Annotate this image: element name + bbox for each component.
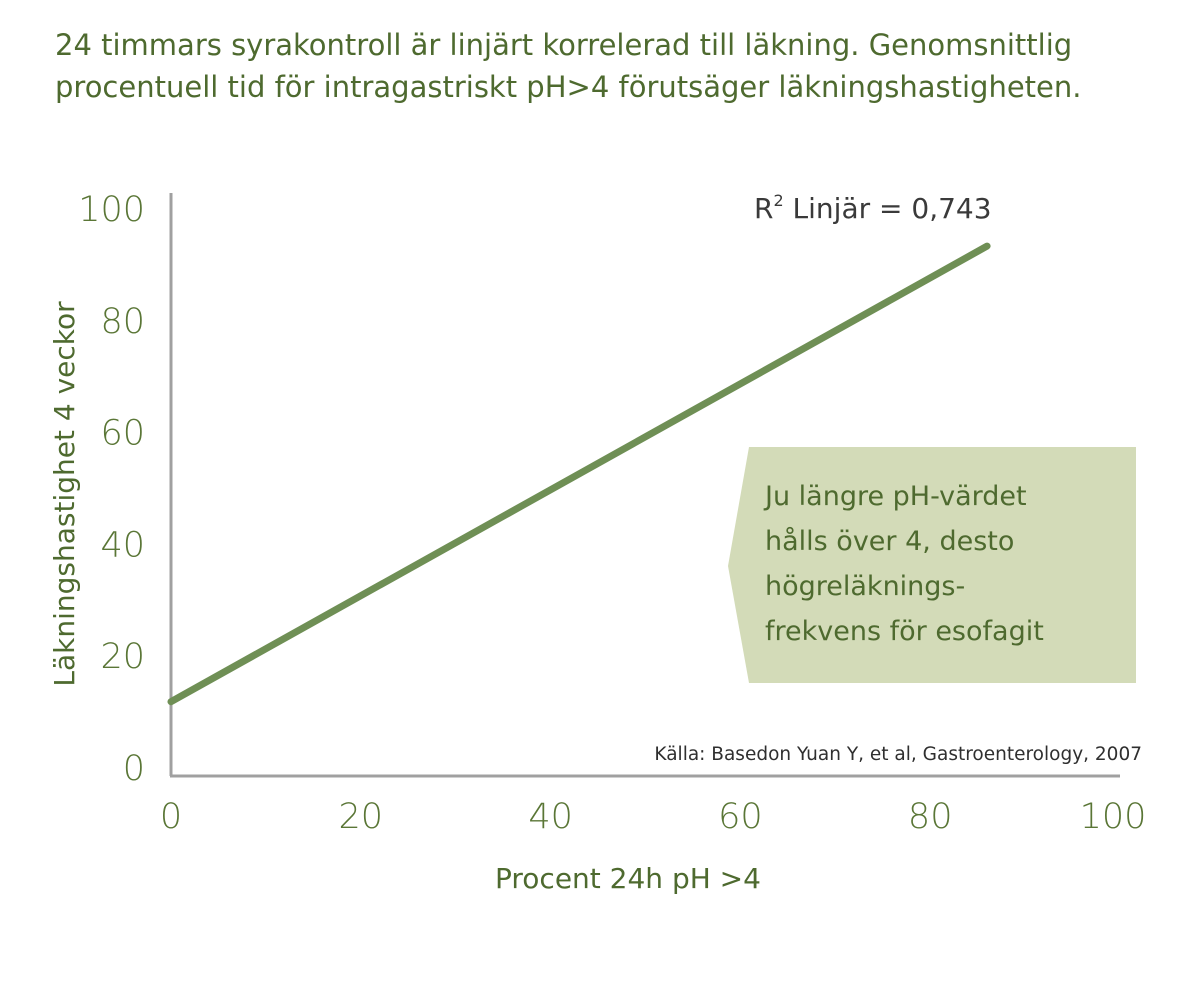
- y-tick-label: 60: [100, 414, 145, 454]
- y-axis-title: Läkningshastighet 4 veckor: [48, 301, 81, 687]
- x-tick-label: 40: [528, 797, 573, 837]
- y-tick-label: 80: [100, 302, 145, 342]
- y-tick-labels: 0 20 40 60 80 100: [78, 190, 145, 789]
- y-tick-label: 40: [100, 525, 145, 565]
- x-tick-label: 60: [718, 797, 763, 837]
- y-tick-label: 100: [78, 190, 145, 230]
- x-tick-label: 80: [908, 797, 953, 837]
- r2-prefix: R: [754, 192, 773, 225]
- callout-line-3: högreläknings-: [765, 571, 965, 602]
- callout-line-2: hålls över 4, desto: [765, 526, 1014, 557]
- x-tick-label: 100: [1080, 797, 1147, 837]
- source-citation: Källa: Basedon Yuan Y, et al, Gastroente…: [654, 744, 1142, 765]
- callout-line-1: Ju längre pH-värdet: [763, 481, 1027, 512]
- r2-value: Linjär = 0,743: [784, 192, 992, 225]
- x-tick-labels: 0 20 40 60 80 100: [160, 797, 1147, 837]
- x-axis-title: Procent 24h pH >4: [495, 862, 761, 895]
- series-layer: [167, 242, 991, 706]
- callout-line-4: frekvens för esofagit: [765, 616, 1044, 647]
- chart-title: 24 timmars syrakontroll är linjärt korre…: [55, 24, 1175, 108]
- chart-title-line-1: 24 timmars syrakontroll är linjärt korre…: [55, 28, 1073, 62]
- chart-title-line-2: procentuell tid för intragastriskt pH>4 …: [55, 70, 1082, 104]
- x-tick-label: 0: [160, 797, 182, 837]
- y-tick-label: 20: [100, 637, 145, 677]
- r2-superscript: 2: [773, 191, 783, 210]
- r2-annotation: R2 Linjär = 0,743: [754, 191, 992, 225]
- y-tick-label: 0: [123, 749, 145, 789]
- callout-background: [728, 447, 1136, 683]
- x-tick-label: 20: [339, 797, 384, 837]
- callout-box: Ju längre pH-värdet hålls över 4, desto …: [728, 447, 1136, 683]
- series-line: [167, 242, 991, 706]
